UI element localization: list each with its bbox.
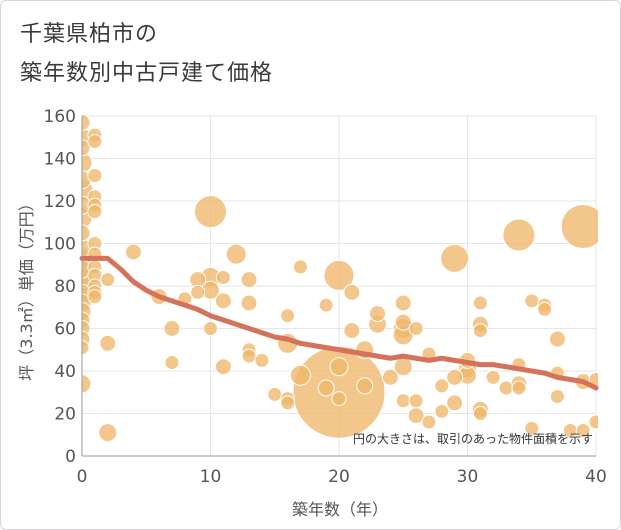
bubble-point — [240, 294, 258, 312]
bubble-point — [82, 152, 93, 174]
bubble-point — [549, 389, 565, 404]
bubble-point — [472, 406, 488, 421]
bubble-point — [87, 204, 103, 220]
bubble-point — [292, 259, 308, 275]
bubble-point — [446, 368, 464, 386]
bubble-point — [395, 393, 411, 409]
bubble-point — [421, 414, 437, 430]
bubble-point — [408, 321, 424, 336]
chart-title-line1: 千葉県柏市の — [20, 22, 159, 47]
bubble-point — [548, 330, 566, 348]
bubble-point — [164, 355, 180, 370]
x-tick-label: 40 — [585, 467, 607, 487]
bubble-point — [82, 340, 90, 356]
y-tick-label: 0 — [65, 447, 76, 467]
bubble-point — [381, 368, 399, 386]
bubble-point — [280, 395, 296, 411]
bubble-point — [434, 378, 450, 394]
x-tick-label: 0 — [77, 467, 88, 487]
bubble-point — [560, 204, 598, 249]
bubble-point — [537, 301, 553, 317]
bubble-point — [440, 243, 470, 273]
bubble-point — [87, 134, 103, 149]
bubble-point — [194, 195, 227, 229]
trend-line — [79, 255, 599, 391]
bubble-point — [82, 113, 91, 131]
x-tick-label: 10 — [200, 467, 222, 487]
bubble-point — [254, 352, 270, 368]
bubble-point — [472, 295, 488, 311]
bubble-point — [225, 243, 247, 265]
bubble-point — [215, 270, 231, 285]
bubble-point — [434, 403, 450, 419]
y-tick-label: 60 — [54, 320, 76, 340]
bubble-point — [511, 380, 527, 396]
bubble-point — [214, 358, 232, 376]
bubble-point — [394, 313, 412, 331]
bubble-point — [280, 308, 296, 324]
bubble-point — [394, 294, 412, 312]
y-tick-label: 80 — [54, 277, 76, 297]
bubble-point — [329, 357, 349, 377]
y-tick-label: 100 — [44, 235, 76, 255]
y-tick-label: 140 — [44, 150, 76, 170]
y-tick-label: 20 — [54, 405, 76, 425]
bubble-point — [524, 420, 540, 436]
y-tick-label: 40 — [54, 362, 76, 382]
bubble-point — [369, 305, 387, 323]
x-tick-label: 30 — [457, 467, 479, 487]
bubble-point — [98, 423, 118, 443]
bubble-point — [241, 348, 257, 364]
x-tick-label: 20 — [328, 467, 350, 487]
bubble-point — [498, 380, 514, 396]
bubble-point — [343, 283, 361, 301]
bubble-point — [446, 394, 464, 412]
bubble-point — [240, 271, 258, 289]
bubble-point — [318, 297, 334, 313]
bubble-point — [502, 218, 536, 252]
bubble-point — [100, 272, 116, 288]
chart-title-line2: 築年数別中古戸建て価格 — [20, 61, 274, 86]
y-tick-label: 160 — [44, 107, 76, 127]
y-axis-title: 坪（3.3㎡）単価（万円） — [17, 195, 36, 380]
bubble-point — [190, 284, 206, 300]
bubble-layer — [82, 113, 598, 443]
bubble-point — [124, 243, 142, 261]
bubble-point — [323, 259, 355, 291]
bubble-point — [317, 379, 335, 397]
bubble-point — [343, 322, 361, 340]
bubble-point — [588, 414, 598, 430]
x-axis-title: 築年数（年） — [292, 500, 388, 519]
bubble-point — [99, 334, 117, 352]
bubble-point — [82, 374, 92, 394]
trend-layer — [79, 255, 599, 391]
bubble-point — [82, 224, 91, 242]
bubble-point — [485, 369, 501, 385]
bubble-point — [472, 323, 488, 339]
y-tick-label: 120 — [44, 192, 76, 212]
bubble-point — [163, 320, 181, 337]
bubble-point — [575, 423, 591, 438]
bubble-point — [214, 292, 232, 310]
bubble-point — [289, 364, 311, 386]
bubble-point — [408, 393, 424, 409]
axes-layer: 0 20 40 60 80 100 120 140 160 0 10 20 30 40 — [44, 107, 607, 487]
bubble-point — [87, 168, 103, 183]
bubble-point — [267, 386, 283, 402]
bubble-point — [87, 289, 103, 305]
bubble-point — [203, 321, 218, 336]
bubble-point — [356, 377, 374, 395]
size-note: 円の大きさは、取引のあった物件面積を示す — [353, 431, 593, 446]
bubble-point — [524, 293, 540, 309]
bubble-point — [331, 391, 347, 407]
